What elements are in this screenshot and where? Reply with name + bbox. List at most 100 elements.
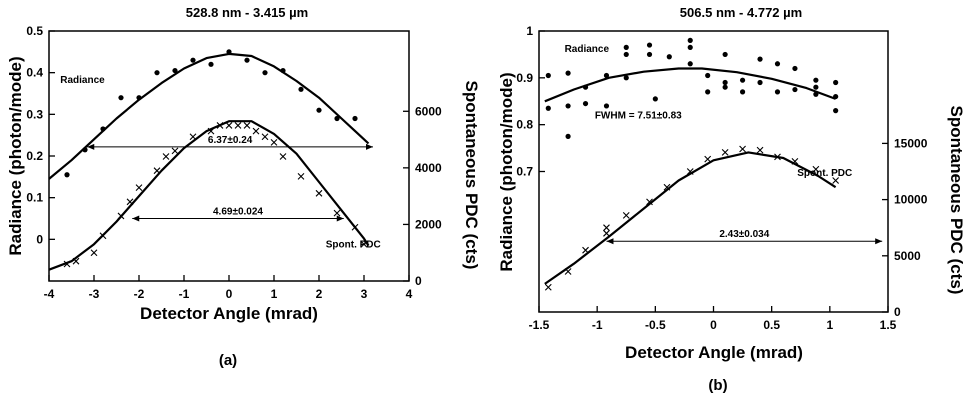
chart-a-point-x [261,133,269,141]
chart-b-y2-tick-label: 15000 [894,136,928,150]
chart-b-y-tick-label: 0.9 [516,71,533,85]
chart-b-point-x [686,168,694,175]
chart-a-y2label: Spontaneous PDC (cts) [462,81,481,270]
chart-b-xlabel: Detector Angle (mrad) [625,343,803,362]
chart-a-points [63,49,368,268]
chart-a-y2-tick-label: 4000 [415,161,442,175]
chart-a-point-dot [154,70,160,76]
chart-b-point-x [812,165,820,173]
chart-b: 506.5 nm - 4.772 µm -1.5 -1 -0.5 0 0.5 1 1.5 0… [497,5,966,394]
chart-b-point-x [756,146,764,154]
chart-b-point-dot [833,93,839,100]
chart-b-point-dot [757,79,763,86]
chart-a-y-tick-label: 0.4 [26,66,43,80]
chart-b-point-dot [792,86,798,93]
chart-b-point-dot [623,44,629,50]
chart-a-point-dot [334,115,340,122]
chart-b-point-x [663,183,671,191]
chart-a-y2-tick-label: 6000 [415,104,442,118]
chart-a-arrow-head-left [87,143,95,150]
chart-b-y2label: Spontaneous PDC (cts) [947,106,966,295]
chart-b-point-x [603,224,610,232]
chart-a-arrow-head-right [336,215,344,222]
chart-a-point-x [225,122,233,129]
chart-a-y-tick-label: 0.3 [26,107,43,121]
chart-a-point-dot [190,57,196,63]
chart-b-panel-label: (b) [708,377,727,394]
chart-b-point-dot [545,72,551,79]
chart-b-y-tick-label: 0.8 [516,118,533,132]
chart-b-point-dot [545,105,551,111]
chart-b-point-x [603,229,610,237]
chart-b-point-dot [666,54,672,60]
chart-b-fit-line-1 [544,67,836,103]
chart-b-point-dot [739,77,746,83]
chart-b-point-x [564,268,572,275]
chart-b-point-dot [646,42,653,48]
chart-a-point-x [162,153,170,160]
chart-b-point-dot [687,44,693,50]
chart-b-point-dot [687,37,693,43]
chart-b-points [544,37,840,291]
chart-a-x-tick-label: -4 [44,287,55,301]
chart-b-point-dot [565,133,571,139]
chart-a-y2-tick-label: 0 [415,274,422,288]
chart-b-annotations: Radiance FWHM = 7.51±0.83 Spont. PDC 2.43±0… [565,44,883,245]
chart-a-point-x [117,212,125,220]
chart-a-point-x [315,189,323,197]
chart-b-x-tick-label: 0 [710,318,717,332]
chart-a-y2-tick-label: 2000 [415,217,442,231]
chart-a-fit-curves [48,52,370,271]
chart-b-annotation-label: FWHM = 7.51±0.83 [595,111,682,122]
chart-b-x-tick-label: 0.5 [763,318,780,332]
chart-b-x-tick-label: 1.5 [880,318,897,332]
chart-a-arrow-head-left [132,215,140,222]
chart-b-point-dot [774,89,781,95]
chart-a-point-dot [208,61,214,67]
chart-a-x-axis: -4 -3 -2 -1 0 1 2 3 4 [44,275,413,301]
chart-b-point-dot [722,79,728,86]
chart-b-point-x [721,149,729,156]
chart-a-point-dot [298,86,304,92]
chart-a-point-x [135,184,143,192]
chart-b-point-dot [623,75,629,81]
chart-a-y-tick-label: 0 [36,232,43,246]
chart-a-x-tick-label: 2 [316,287,323,301]
chart-b-fit-line-2 [544,151,837,285]
chart-a-point-x [351,223,359,231]
chart-a-point-x [243,122,251,129]
chart-b-point-dot [813,91,819,97]
chart-a-point-x [153,167,161,175]
chart-a-y-axis: 0 0.1 0.2 0.3 0.4 0.5 [26,24,55,246]
chart-b-point-dot [603,72,610,79]
chart-a-xlabel: Detector Angle (mrad) [140,304,318,323]
chart-a-x-tick-label: 3 [361,287,368,301]
chart-b-point-dot [565,70,571,76]
chart-a-point-x [72,257,80,265]
chart-a-fit-line-1 [48,52,370,180]
chart-b-point-dot [813,77,819,83]
chart-b-point-dot [722,84,728,90]
chart-a-point-x [360,240,368,248]
chart-b-ylabel: Radiance (photon/mode) [497,72,516,271]
chart-b-point-dot [739,89,746,95]
chart-a-title: 528.8 nm - 3.415 µm [186,5,308,20]
chart-b-y-axis: 0.7 0.8 0.9 1 [516,24,545,179]
chart-b-point-x [774,153,781,161]
chart-b-point-x [582,246,589,254]
chart-a-x-tick-label: 0 [226,287,233,301]
chart-a-point-x [207,127,215,135]
chart-a-x-tick-label: -2 [134,287,145,301]
chart-b-point-x [622,211,630,219]
chart-b-point-dot [722,51,728,58]
chart-b-x-tick-label: -1 [592,318,603,332]
chart-b-point-dot [705,72,711,79]
chart-a-arrow-head-right [366,143,373,150]
chart-a-point-dot [226,49,232,55]
chart-a-ylabel: Radiance (photon/mode) [6,56,25,255]
chart-a-annotation-label: Radiance [60,75,105,86]
chart-a-point-x [333,209,341,217]
chart-b-point-dot [652,96,658,102]
chart-b-annotation-label: Spont. PDC [797,168,852,179]
chart-a-arrow-label: 6.37±0.24 [208,135,253,146]
